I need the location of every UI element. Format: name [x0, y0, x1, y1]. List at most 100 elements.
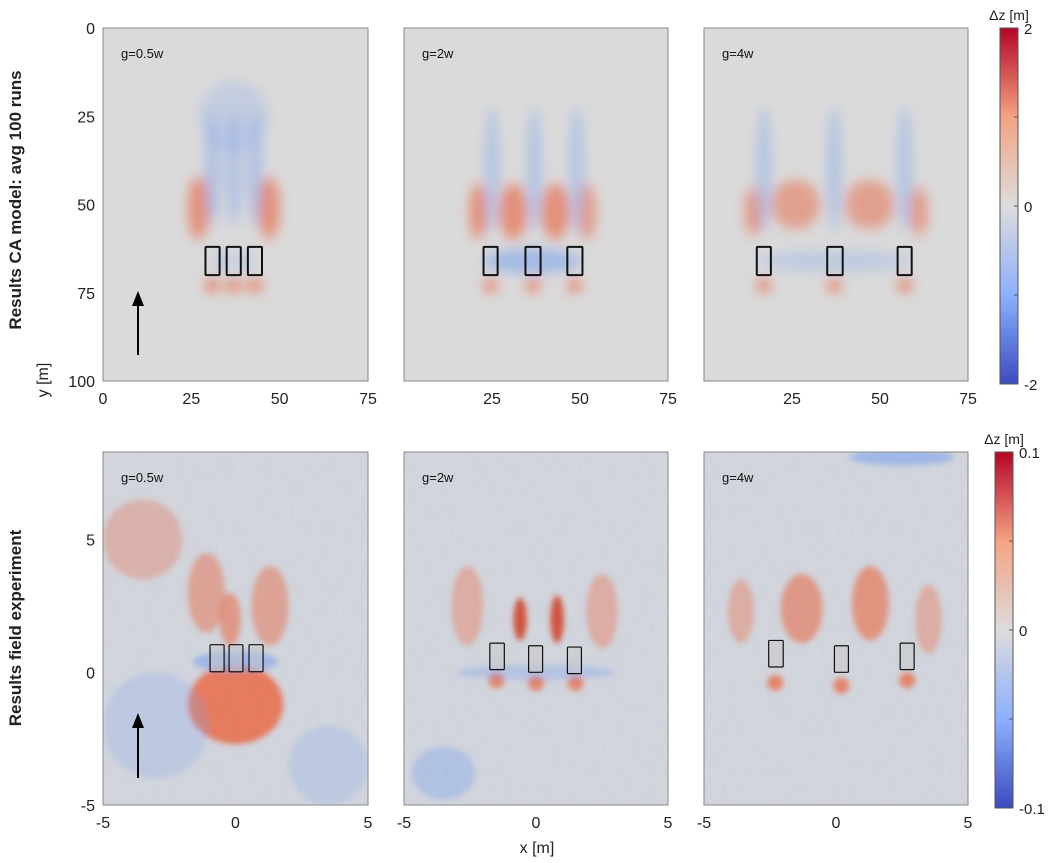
anomaly-mark	[550, 595, 564, 644]
anomaly-mark	[586, 574, 618, 649]
x-axis-label: x [m]	[519, 840, 555, 857]
anomaly-layer	[187, 80, 280, 293]
anomaly-mark	[849, 452, 955, 466]
y-tick-label: 0	[86, 665, 95, 682]
x-tick-label: 75	[359, 391, 377, 408]
x-tick-label: 75	[959, 391, 977, 408]
anomaly-mark	[499, 183, 528, 240]
x-tick-label: 50	[271, 391, 289, 408]
anomaly-mark	[851, 566, 889, 641]
x-tick-label: -5	[96, 815, 110, 832]
axes-frame	[403, 27, 669, 382]
panel-label: g=2w	[422, 46, 454, 61]
colorbar-tick-label: 2	[1024, 21, 1032, 38]
x-tick-label: -5	[697, 815, 711, 832]
structure-outline	[528, 645, 544, 673]
heatmap	[704, 28, 968, 381]
anomaly-mark	[899, 672, 916, 689]
row-label-bottom: Results field experiment	[6, 529, 25, 727]
structure-outline	[482, 245, 499, 277]
structure-outline	[248, 644, 264, 673]
panel-label: g=4w	[722, 470, 754, 485]
anomaly-mark	[218, 250, 228, 272]
anomaly-mark	[569, 105, 584, 233]
colorbar-tick-label: 0	[1019, 623, 1027, 640]
anomaly-mark	[767, 674, 784, 691]
y-tick-label: 100	[68, 374, 95, 391]
anomaly-mark	[219, 592, 241, 646]
anomaly-mark	[525, 278, 540, 293]
anomaly-mark	[756, 278, 771, 293]
y-tick-label: 50	[77, 198, 95, 215]
anomaly-mark	[827, 105, 842, 233]
axes-frame	[102, 451, 369, 806]
anomaly-mark	[187, 552, 225, 633]
colorbar-tick-label: 0	[1024, 199, 1032, 216]
heatmap	[103, 452, 368, 805]
panel-top-0: g=0.5w 0 25 50 75 0 25 50 75 100	[68, 21, 377, 408]
heatmap	[404, 28, 668, 381]
anomaly-mark	[187, 176, 209, 240]
anomaly-mark	[756, 105, 771, 233]
anomaly-mark	[484, 105, 500, 233]
structure-outline	[209, 644, 225, 673]
panel-label: g=0.5w	[121, 470, 164, 485]
structure-outline	[228, 644, 244, 673]
axes-frame	[102, 27, 369, 382]
structure-outline	[755, 245, 772, 277]
anomaly-mark	[527, 105, 542, 233]
anomaly-mark	[541, 183, 570, 240]
x-tick-label: 75	[659, 391, 677, 408]
colorbar-tick-label: -2	[1024, 377, 1037, 394]
x-tick-label: 50	[571, 391, 589, 408]
anomaly-mark	[513, 597, 527, 641]
axes-frame	[703, 27, 969, 382]
structure-outline	[489, 642, 505, 671]
x-tick-label: 50	[871, 391, 889, 408]
colorbar-tick-label: 0.1	[1019, 445, 1040, 462]
colorbar-label: Δz [m]	[989, 7, 1029, 23]
structure-outline	[246, 245, 264, 277]
colorbar-label: Δz [m]	[984, 431, 1024, 447]
anomaly-mark	[288, 725, 368, 805]
anomaly-mark	[251, 566, 289, 646]
panel-label: g=2w	[422, 470, 454, 485]
panel-label: g=4w	[722, 46, 754, 61]
heatmap	[404, 452, 668, 805]
x-tick-label: 5	[364, 815, 373, 832]
x-tick-label: 25	[783, 391, 801, 408]
anomaly-mark	[897, 278, 912, 293]
anomaly-mark	[727, 579, 755, 644]
x-tick-label: -5	[397, 815, 411, 832]
panel-bottom-1: g=2w -5 0 5	[397, 451, 673, 832]
anomaly-layer	[727, 452, 955, 694]
anomaly-mark	[247, 278, 263, 293]
anomaly-mark	[770, 179, 821, 230]
y-tick-label: 75	[77, 286, 95, 303]
structure-outline	[566, 245, 584, 277]
anomaly-mark	[483, 278, 498, 293]
anomaly-layer	[744, 105, 928, 293]
x-tick-label: 0	[231, 815, 240, 832]
axes-frame	[703, 451, 969, 806]
structure-outline	[524, 245, 542, 277]
anomaly-mark	[833, 677, 850, 694]
structure-outline	[204, 245, 221, 277]
anomaly-layer	[103, 499, 368, 805]
x-tick-label: 0	[832, 815, 841, 832]
anomaly-mark	[780, 574, 823, 644]
anomaly-mark	[103, 672, 209, 779]
colorbar-top: Δz [m] -2 0 2	[989, 7, 1037, 394]
heatmap	[704, 452, 968, 805]
structure-outline	[896, 245, 913, 277]
y-axis-label: y [m]	[35, 362, 52, 398]
anomaly-mark	[915, 584, 942, 654]
structure-outline	[768, 639, 784, 668]
heatmap	[103, 28, 368, 381]
anomaly-mark	[469, 183, 487, 240]
anomaly-mark	[225, 278, 242, 293]
colorbar-bottom: Δz [m] -0.1 0 0.1	[984, 431, 1045, 818]
structure-outline	[833, 645, 850, 673]
structure-outline	[566, 646, 583, 675]
